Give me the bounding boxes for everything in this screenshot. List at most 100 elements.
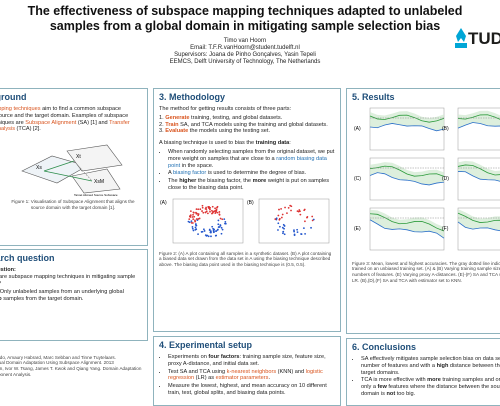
decor-point: [192, 211, 195, 214]
decor-point: [283, 224, 286, 227]
text-span: TCA is more effective with: [361, 377, 428, 384]
decor-point: [195, 207, 198, 210]
decor-point: [293, 230, 295, 233]
text-span: training, testing, and global datasets.: [189, 114, 283, 121]
decor-point: [223, 217, 226, 220]
decor-point: [191, 215, 194, 218]
decor-point: [274, 217, 277, 220]
decor-point: [195, 224, 198, 227]
section-heading: 5. Results: [352, 92, 395, 102]
decor-point: [219, 224, 222, 227]
figure-label: Xs: [36, 165, 42, 171]
decor-point: [214, 211, 217, 214]
figure-2: (A) (B): [160, 198, 330, 244]
text-span: four factors: [208, 354, 240, 360]
reference: [1] Basura Fernando, Amaury Habrard, Mar…: [0, 354, 116, 366]
affiliation: EEMCS, Delft University of Technology, T…: [169, 59, 321, 65]
decor-line: [369, 123, 445, 132]
decor-point: [204, 211, 207, 213]
figure-label: (A): [160, 200, 167, 206]
text-span: .: [268, 375, 270, 382]
text-span: training data: [255, 140, 290, 147]
text-span: :: [289, 140, 291, 147]
figure-label: Xt: [76, 154, 81, 160]
decor-point: [205, 207, 208, 210]
text-span: estimator parameters: [215, 375, 269, 382]
decor-point: [214, 207, 217, 209]
text-span: higher: [179, 178, 197, 185]
conclusions-panel: 6. Conclusions SA effectively mitigates …: [346, 338, 500, 406]
figure-caption: Figure 3: Mean, lowest and highest accur…: [352, 260, 500, 283]
text-span: number of features and with a: [361, 362, 437, 369]
text-span: Transfer Component Analysis: [0, 119, 130, 133]
decor-point: [190, 219, 193, 222]
decor-point: [215, 210, 217, 213]
decor-point: [213, 228, 215, 231]
bullet: Experiments on four factors: training sa…: [168, 354, 335, 368]
figure-caption: Figure 2: (A) A plot containing all samp…: [159, 250, 332, 267]
author: Timo van Hoorn: [223, 38, 267, 44]
figure-3: (A) (B) (C) (D) (E) (F): [354, 107, 500, 251]
decor-point: [277, 214, 280, 217]
experimental-setup-panel: 4. Experimental setup Experiments on fou…: [153, 336, 341, 406]
panel-label: (E): [354, 226, 361, 232]
text-span: Test SA and TCA using: [168, 368, 227, 375]
section-heading: 4. Experimental setup: [159, 340, 253, 350]
email: Email: T.F.R.vanHoorn@student.tudelft.nl: [190, 45, 300, 51]
text-span: SA, and TCA models using the training an…: [178, 121, 328, 128]
decor-point: [206, 212, 209, 215]
text-span: SA effectively mitigates sample selectio…: [361, 356, 500, 362]
text-span: biasing factor: [172, 170, 207, 177]
panel-label: (D): [442, 176, 449, 182]
decor-point: [193, 215, 196, 218]
decor-band: [458, 209, 500, 231]
decor-point: [211, 205, 214, 208]
decor-line: [369, 165, 445, 177]
decor-point: [218, 213, 221, 216]
paragraph: A biasing technique is used to bias the …: [159, 140, 335, 147]
decor-line: [457, 221, 500, 232]
decor-point: [220, 232, 223, 235]
decor-point: [218, 210, 221, 213]
decor-point: [195, 217, 198, 220]
figure-label: XsM: [94, 179, 104, 185]
decor-point: [201, 230, 204, 233]
decor-point: [219, 217, 222, 220]
panel-label: (A): [354, 126, 361, 132]
text-span: k-nearest neighbors: [226, 368, 277, 375]
decor-point: [194, 226, 197, 229]
section-heading: References: [0, 348, 143, 355]
text-span: high: [436, 362, 449, 369]
decor-point: [189, 215, 191, 217]
decor-point: [202, 228, 205, 230]
decor-point: [312, 218, 315, 221]
decor-point: [197, 214, 200, 217]
decor-point: [191, 227, 194, 230]
decor-point: [311, 215, 314, 218]
text-span: Generate: [165, 114, 190, 121]
decor-point: [190, 221, 193, 224]
decor-point: [299, 213, 302, 216]
bullet-list: Experiments on four factors: training sa…: [159, 354, 335, 397]
text-span: Evaluate: [165, 128, 189, 135]
decor-point: [191, 225, 194, 228]
decor-point: [210, 231, 212, 234]
text-span: more: [252, 178, 267, 185]
figure-label: (B): [247, 200, 254, 206]
text-span: A: [168, 170, 173, 177]
decor-point: [278, 208, 280, 211]
decor-point: [204, 233, 207, 236]
decor-line: [457, 212, 500, 223]
decor-line: [369, 213, 445, 232]
decor-point: [208, 228, 211, 231]
decor-point: [210, 230, 212, 232]
decor-point: [283, 227, 285, 230]
text-span: Train: [165, 121, 179, 128]
decor-point: [203, 229, 206, 232]
decor-band: [370, 111, 444, 131]
decor-point: [192, 217, 195, 220]
text-span: (TCA) [2].: [15, 126, 41, 133]
decor-point: [306, 215, 309, 218]
text-span: not: [386, 390, 396, 397]
decor-point: [282, 230, 285, 233]
